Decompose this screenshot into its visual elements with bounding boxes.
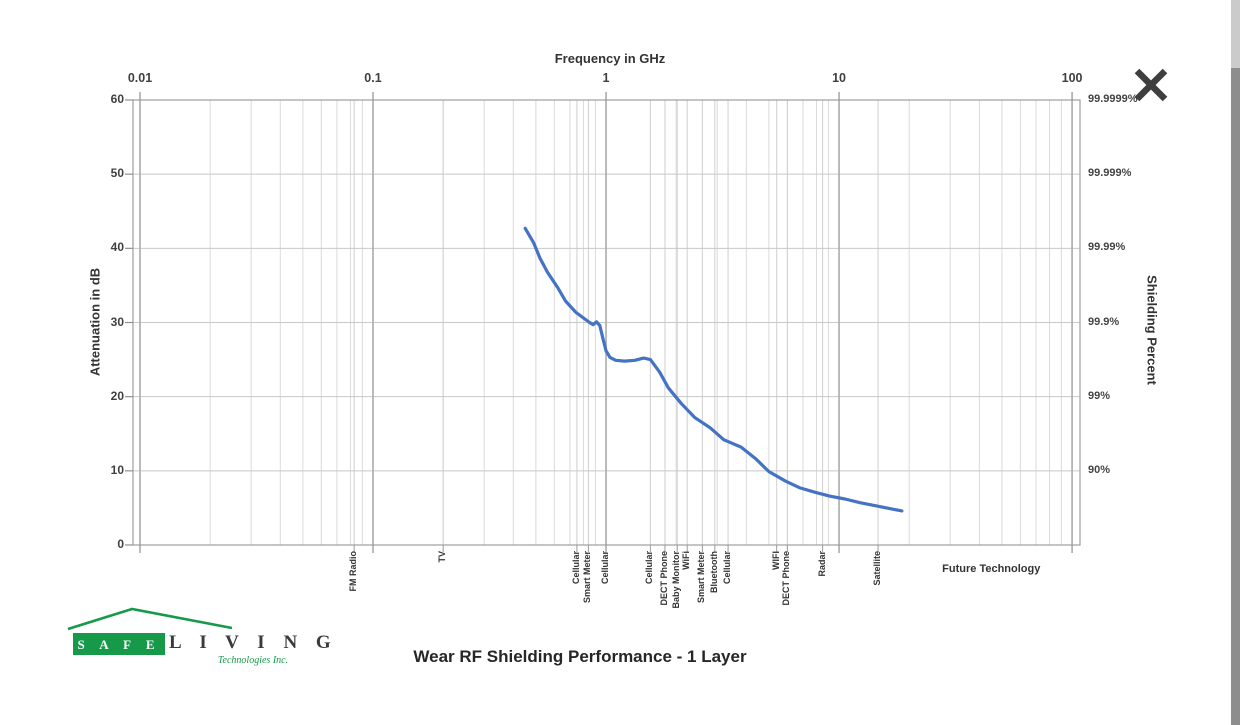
logo-living-text: L I V I N G: [169, 632, 338, 653]
tech-label: Radar: [816, 551, 827, 577]
attenuation-curve: [523, 226, 904, 513]
logo-safe-text: S A F E: [73, 633, 165, 655]
close-button[interactable]: [1128, 62, 1174, 108]
tech-label: Bluetooth: [708, 551, 719, 593]
tech-label: Satellite: [872, 551, 883, 586]
tech-label: Cellular: [722, 551, 733, 585]
y-right-tick-label: 99.999%: [1088, 167, 1132, 180]
y-left-tick-label: 30: [110, 314, 124, 329]
tech-label: DECT Phone: [658, 551, 669, 606]
tech-label: Smart Meter: [696, 551, 707, 604]
x-tick-label: 1: [602, 71, 610, 85]
safe-living-logo: S A F E L I V I N G Technologies Inc.: [55, 598, 335, 678]
y-right-tick-label: 99%: [1088, 389, 1111, 402]
y-left-tick-label: 40: [110, 240, 124, 255]
x-tick-label: 100: [1061, 71, 1083, 85]
plot-area: [125, 92, 1081, 553]
logo-subtitle: Technologies Inc.: [217, 655, 289, 666]
tech-label: WiFi: [681, 551, 692, 570]
x-axis-title: Frequency in GHz: [554, 51, 666, 66]
roof-icon: [67, 607, 233, 631]
y-right-tick-label: 99.9%: [1088, 315, 1120, 328]
x-tick-label: 10: [832, 71, 846, 85]
close-icon: [1134, 68, 1168, 102]
chart-title: Wear RF Shielding Performance - 1 Layer: [413, 647, 747, 666]
y-left-tick-label: 20: [110, 388, 124, 403]
x-tick-label: 0.01: [127, 71, 153, 85]
y-right-tick-label: 99.99%: [1088, 241, 1126, 254]
future-technology-label: Future Technology: [942, 563, 1041, 575]
y-right-tick-label: 90%: [1088, 463, 1111, 476]
y-left-tick-label: 10: [110, 462, 124, 477]
tech-label: Cellular: [600, 551, 611, 585]
x-tick-label: 0.1: [364, 71, 382, 85]
scrollbar-thumb[interactable]: [1231, 68, 1240, 725]
y-left-tick-label: 50: [110, 166, 124, 181]
tech-label: Smart Meter: [582, 551, 593, 604]
tech-label: Cellular: [644, 551, 655, 585]
tech-label: TV: [437, 551, 448, 563]
y-left-tick-label: 0: [117, 537, 124, 551]
y-right-tick-label: 99.9999%: [1088, 93, 1138, 105]
y-right-axis-title: Shielding Percent: [1144, 275, 1160, 385]
tech-label: DECT Phone: [781, 551, 792, 606]
y-left-tick-label: 60: [110, 92, 124, 106]
